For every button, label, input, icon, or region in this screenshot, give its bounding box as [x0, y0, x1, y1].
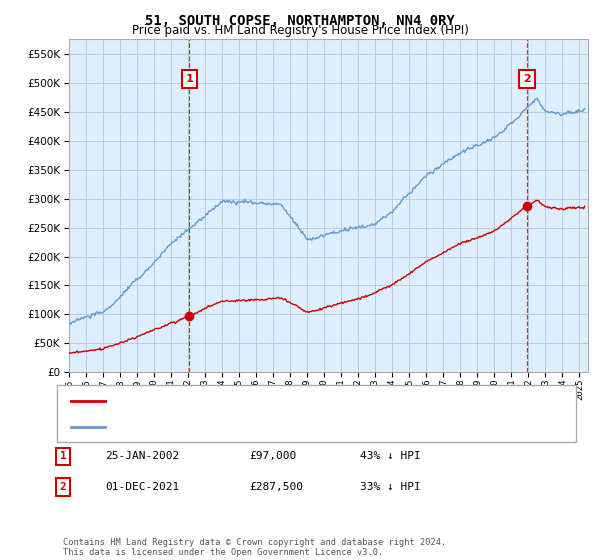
Text: 51, SOUTH COPSE, NORTHAMPTON, NN4 0RY (detached house): 51, SOUTH COPSE, NORTHAMPTON, NN4 0RY (d… [111, 396, 449, 406]
Text: £97,000: £97,000 [249, 451, 296, 461]
Text: £287,500: £287,500 [249, 482, 303, 492]
Text: 1: 1 [59, 451, 67, 461]
Text: 25-JAN-2002: 25-JAN-2002 [105, 451, 179, 461]
Text: 2: 2 [59, 482, 67, 492]
Text: 43% ↓ HPI: 43% ↓ HPI [360, 451, 421, 461]
Text: 2: 2 [523, 74, 531, 84]
Text: 1: 1 [185, 74, 193, 84]
Text: 51, SOUTH COPSE, NORTHAMPTON, NN4 0RY: 51, SOUTH COPSE, NORTHAMPTON, NN4 0RY [145, 14, 455, 28]
Text: 33% ↓ HPI: 33% ↓ HPI [360, 482, 421, 492]
Text: 01-DEC-2021: 01-DEC-2021 [105, 482, 179, 492]
Text: Contains HM Land Registry data © Crown copyright and database right 2024.
This d: Contains HM Land Registry data © Crown c… [63, 538, 446, 557]
Text: Price paid vs. HM Land Registry's House Price Index (HPI): Price paid vs. HM Land Registry's House … [131, 24, 469, 37]
Text: HPI: Average price, detached house, West Northamptonshire: HPI: Average price, detached house, West… [111, 422, 467, 432]
